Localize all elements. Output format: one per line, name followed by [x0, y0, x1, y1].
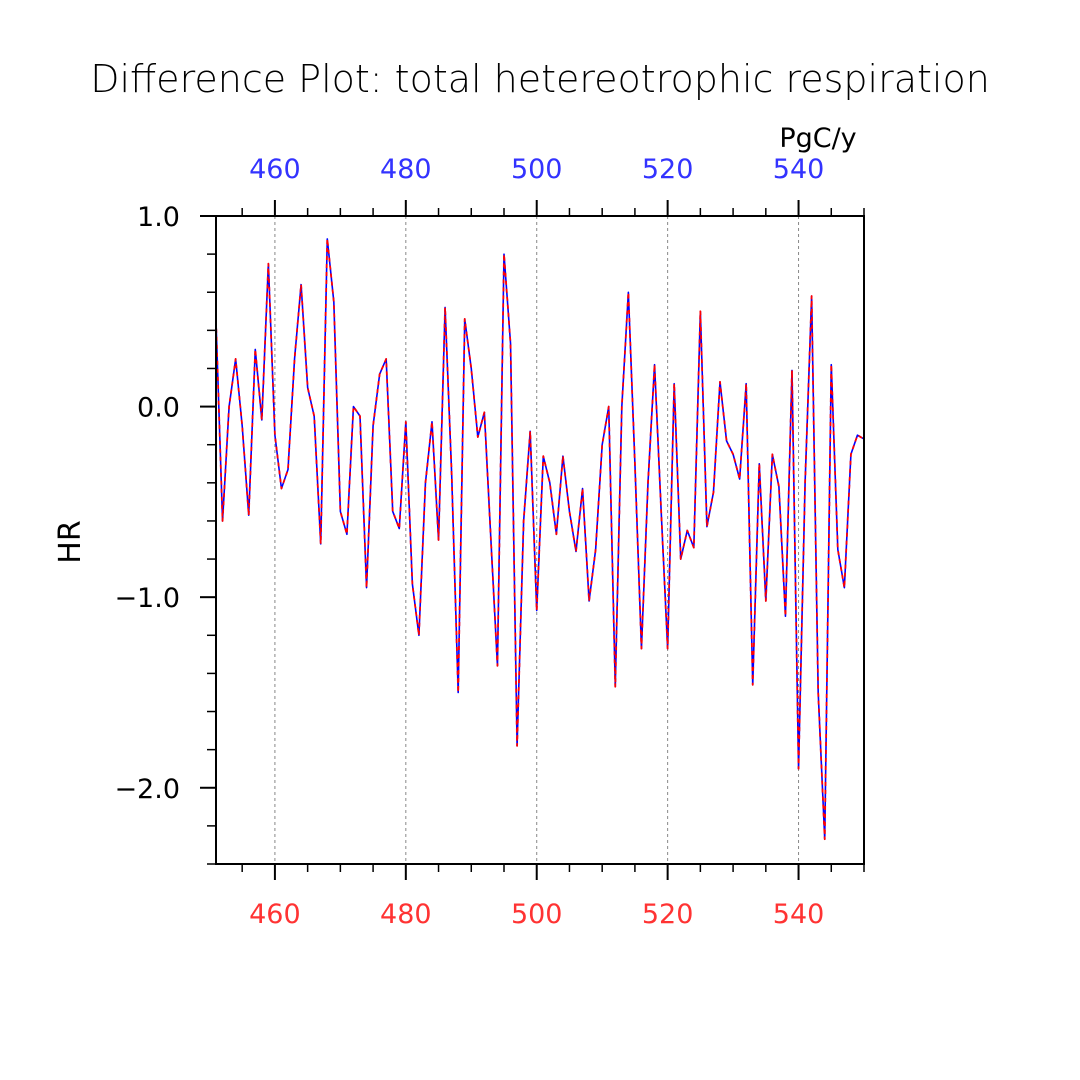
series-line-0: [215, 237, 865, 841]
x-tick-label-bottom-0: 460: [249, 899, 301, 930]
series-line-1: [215, 238, 865, 841]
tick-labels: 460 460 480 480 500 500 520 520 540 540 1.0 0.0 −1.0…: [114, 154, 824, 930]
y-tick-label-3: −2.0: [114, 774, 180, 805]
x-tick-label-top-3: 520: [642, 154, 694, 185]
x-tick-label-top-1: 480: [380, 154, 432, 185]
x-tick-label-bottom-3: 520: [642, 899, 694, 930]
chart-title: Difference Plot: total hetereotrophic re…: [90, 57, 990, 101]
x-tick-label-bottom-1: 480: [380, 899, 432, 930]
y-tick-label-0: 1.0: [137, 202, 180, 233]
data-series: [215, 237, 865, 841]
grid-lines: [274, 216, 800, 864]
plot-frame: [215, 215, 865, 865]
y-axis-label: HR: [53, 520, 88, 563]
x-tick-label-top-0: 460: [249, 154, 301, 185]
units-label: PgC/y: [779, 123, 856, 154]
x-tick-label-top-2: 500: [511, 154, 563, 185]
x-tick-label-bottom-4: 540: [773, 899, 825, 930]
axis-ticks: [200, 200, 865, 880]
x-tick-label-bottom-2: 500: [511, 899, 563, 930]
y-tick-label-1: 0.0: [137, 393, 180, 424]
x-tick-label-top-4: 540: [773, 154, 825, 185]
y-tick-label-2: −1.0: [114, 583, 180, 614]
